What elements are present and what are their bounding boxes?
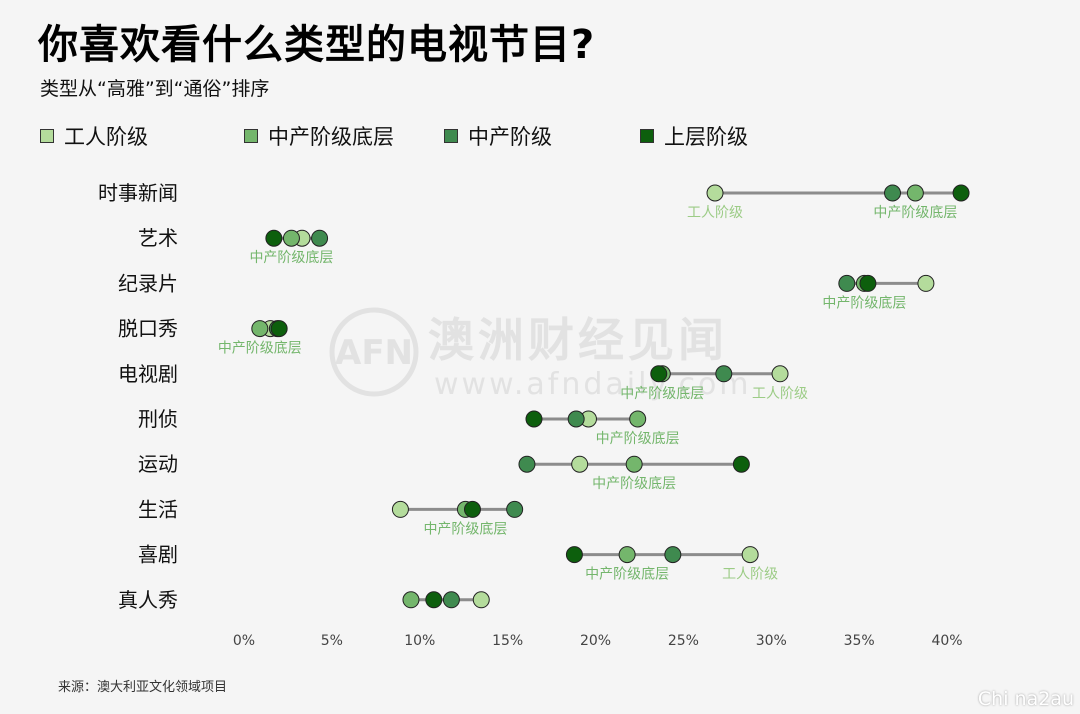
x-tick-label: 40% [931,633,962,649]
point-中产阶级底层 [629,410,647,428]
legend-label-lower-middle-class: 中产阶级底层 [268,125,394,149]
source-note: 来源：澳大利亚文化领域项目 [58,680,228,695]
category-label: 脱口秀 [118,317,178,341]
x-tick-label: 35% [844,633,875,649]
category-label: 刑侦 [138,407,178,431]
annotation-label: 工人阶级 [687,205,743,221]
point-工人阶级 [771,365,789,383]
point-上层阶级 [650,365,668,383]
x-tick-label: 15% [492,633,523,649]
x-tick-label: 10% [404,633,435,649]
point-工人阶级 [706,184,724,202]
x-tick-label: 0% [233,633,255,649]
point-上层阶级 [732,455,750,473]
category-label: 时事新闻 [98,181,178,205]
x-axis-ticks: 0% 5% 10% 15% 20% 25% 30% 35% 40% [233,633,963,649]
annotation-label: 中产阶级底层 [822,295,906,311]
legend-swatch-upper-class [640,129,654,143]
point-中产阶级底层 [906,184,924,202]
legend-item-upper-class: 上层阶级 [640,121,748,151]
point-中产阶级 [442,591,460,609]
point-中产阶级 [518,455,536,473]
row-真人秀: 真人秀 [118,588,490,612]
point-上层阶级 [565,546,583,564]
point-上层阶级 [525,410,543,428]
annotation-label: 中产阶级底层 [585,567,669,583]
point-中产阶级底层 [625,455,643,473]
point-中产阶级 [664,546,682,564]
annotation-label: 工人阶级 [722,567,778,583]
annotation-label: 中产阶级底层 [620,386,704,402]
afn-logo-watermark: AFN 澳洲财经见闻 www.afndaily.com [329,307,749,402]
annotation-label: 中产阶级底层 [423,521,507,537]
legend-swatch-lower-middle-class [244,129,258,143]
corner-watermark: Chi na2au [977,688,1074,710]
afn-logo-circle [329,307,419,397]
point-工人阶级 [391,500,409,518]
category-label: 真人秀 [118,588,178,612]
afn-logo-badge: AFN [335,333,413,373]
chart-title: 你喜欢看什么类型的电视节目? [38,22,596,68]
annotation-label: 中产阶级底层 [873,205,957,221]
point-中产阶级底层 [618,546,636,564]
category-label: 纪录片 [118,271,178,295]
annotation-label: 中产阶级底层 [596,431,680,447]
x-tick-label: 25% [668,633,699,649]
category-label: 喜剧 [138,543,178,567]
point-上层阶级 [270,320,288,338]
point-中产阶级底层 [282,229,300,247]
legend-label-working-class: 工人阶级 [64,125,148,149]
point-工人阶级 [472,591,490,609]
category-label: 生活 [138,497,178,521]
point-工人阶级 [917,274,935,292]
annotation-label: 工人阶级 [752,386,808,402]
point-中产阶级 [567,410,585,428]
point-上层阶级 [952,184,970,202]
annotation-label: 中产阶级底层 [592,476,676,492]
point-中产阶级 [506,500,524,518]
category-label: 电视剧 [118,362,178,386]
annotation-label: 中产阶级底层 [249,250,333,266]
legend-swatch-working-class [40,129,54,143]
legend: 工人阶级 中产阶级底层 中产阶级 上层阶级 [40,121,800,149]
legend-item-lower-middle-class: 中产阶级底层 [244,121,394,151]
point-工人阶级 [571,455,589,473]
category-label: 艺术 [138,226,178,250]
point-上层阶级 [265,229,283,247]
legend-item-working-class: 工人阶级 [40,121,148,151]
point-中产阶级 [884,184,902,202]
afn-logo-name: 澳洲财经见闻 [428,313,728,367]
point-工人阶级 [741,546,759,564]
legend-swatch-middle-class [444,129,458,143]
x-tick-label: 20% [580,633,611,649]
annotation-label: 中产阶级底层 [218,341,302,357]
legend-label-middle-class: 中产阶级 [468,125,552,149]
point-中产阶级 [311,229,329,247]
point-中产阶级底层 [251,320,269,338]
point-上层阶级 [859,274,877,292]
point-中产阶级 [838,274,856,292]
category-label: 运动 [138,452,178,476]
x-tick-label: 30% [756,633,787,649]
chart-subtitle: 类型从“高雅”到“通俗”排序 [40,78,270,100]
legend-item-middle-class: 中产阶级 [444,121,552,151]
x-tick-label: 5% [321,633,343,649]
legend-label-upper-class: 上层阶级 [664,125,748,149]
point-中产阶级 [715,365,733,383]
point-上层阶级 [463,500,481,518]
point-上层阶级 [425,591,443,609]
point-中产阶级底层 [402,591,420,609]
